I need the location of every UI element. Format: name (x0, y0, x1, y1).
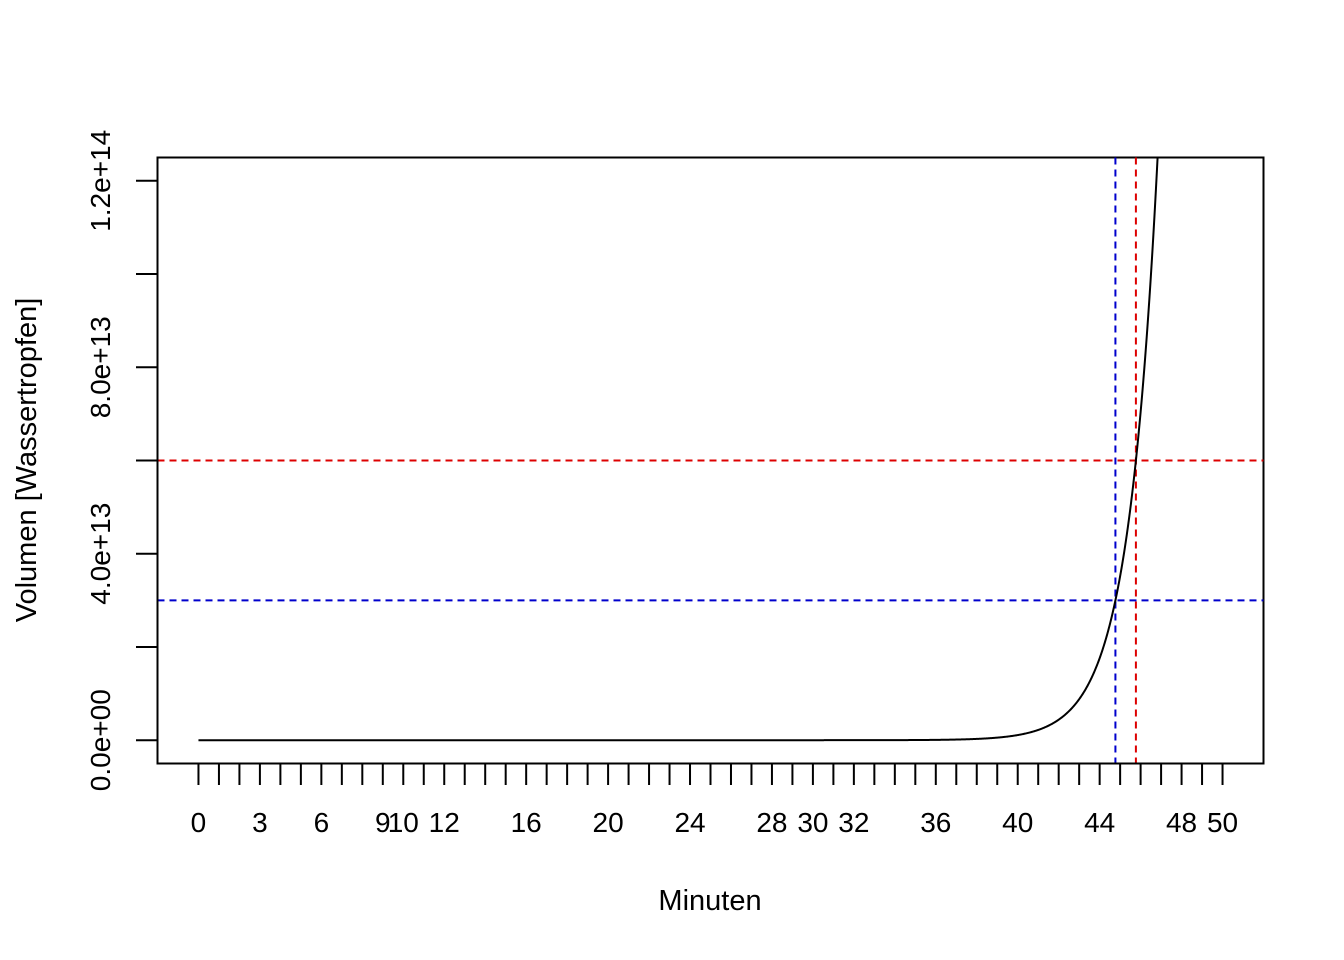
x-tick-label: 48 (1166, 807, 1197, 838)
y-axis-title: Volumen [Wassertropfen] (11, 298, 43, 623)
x-axis-title: Minuten (658, 885, 761, 917)
y-tick-label: 1.2e+14 (85, 130, 116, 232)
x-tick-label: 20 (593, 807, 624, 838)
series-line (198, 157, 1159, 742)
x-tick-label: 40 (1002, 807, 1033, 838)
series-layer (198, 157, 1159, 742)
x-tick-label: 12 (429, 807, 460, 838)
x-tick-label: 32 (838, 807, 869, 838)
x-tick-label: 16 (511, 807, 542, 838)
x-tick-label: 10 (388, 807, 419, 838)
x-tick-label: 44 (1084, 807, 1115, 838)
x-tick-label: 9 (375, 807, 391, 838)
y-tick-label: 8.0e+13 (85, 316, 116, 418)
x-tick-label: 50 (1207, 807, 1238, 838)
x-tick-label: 0 (191, 807, 207, 838)
x-tick-label: 6 (314, 807, 330, 838)
reference-lines (157, 157, 1264, 764)
x-tick-label: 30 (797, 807, 828, 838)
x-tick-label: 24 (674, 807, 705, 838)
y-axis: 0.0e+00 4.0e+13 8.0e+13 1.2e+14 (85, 130, 159, 791)
x-tick-label: 36 (920, 807, 951, 838)
x-tick-label: 3 (252, 807, 268, 838)
y-tick-label: 0.0e+00 (85, 689, 116, 791)
x-axis: 0 3 6 910 12 16 20 24 28 30 32 36 40 44 48 50 (191, 762, 1238, 838)
x-tick-label: 28 (756, 807, 787, 838)
y-tick-label: 4.0e+13 (85, 503, 116, 605)
